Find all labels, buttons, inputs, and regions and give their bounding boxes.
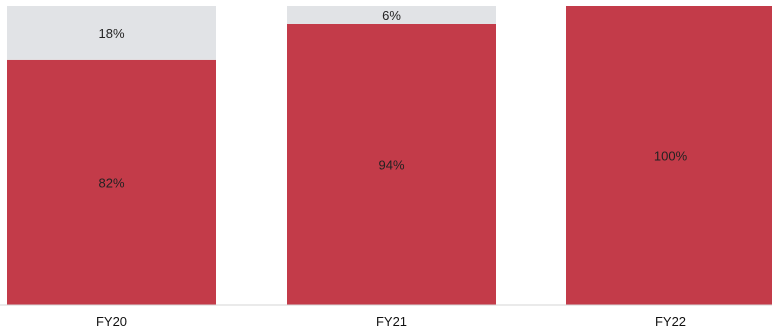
data-label-fy21-1: 6%	[382, 8, 401, 23]
data-label-fy20-1: 18%	[98, 26, 124, 41]
category-label-fy21: FY21	[376, 314, 407, 329]
data-label-fy20-0: 82%	[98, 175, 124, 190]
category-labels-group: FY20 FY21 FY22	[96, 314, 686, 329]
bar-segment-fy20-0	[7, 59, 216, 305]
data-label-fy22-0: 100%	[654, 149, 688, 164]
category-label-fy20: FY20	[96, 314, 127, 329]
bar-segment-fy21-1	[287, 6, 496, 24]
category-label-fy22: FY22	[655, 314, 686, 329]
data-label-fy21-0: 94%	[378, 157, 404, 172]
bars-group	[7, 6, 772, 305]
segment-labels-group: 82% 18% 94% 6% 100%	[98, 8, 687, 190]
bar-segment-fy22-0	[566, 6, 772, 305]
bar-segment-fy20-1	[7, 6, 216, 60]
bar-segment-fy21-0	[287, 23, 496, 305]
